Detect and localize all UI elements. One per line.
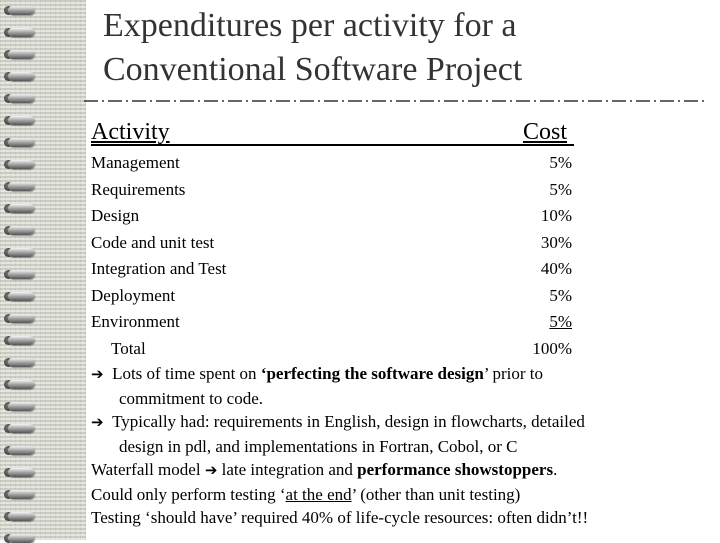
spiral-ring xyxy=(8,468,34,477)
column-header-activity: Activity xyxy=(91,119,170,145)
spiral-ring xyxy=(8,182,34,191)
activity-label: Deployment xyxy=(91,285,176,305)
right-arrow-icon: ➔ xyxy=(91,413,104,431)
spiral-ring xyxy=(8,6,34,15)
underlined-text: at the end xyxy=(285,484,352,504)
cost-value: 10% xyxy=(540,206,572,225)
note-continuation: commitment to code. xyxy=(119,388,263,408)
spiral-ring xyxy=(8,358,34,367)
spiral-ring xyxy=(8,138,34,147)
spiral-ring xyxy=(8,424,34,433)
spiral-ring xyxy=(8,446,34,455)
table-row: Management 5% xyxy=(91,150,591,177)
spiral-ring xyxy=(8,50,34,59)
title-line-1: Expenditures per activity for a xyxy=(103,7,517,44)
note-testing-resources: Testing ‘should have’ required 40% of li… xyxy=(91,508,589,527)
table-row: Requirements 5% xyxy=(91,177,591,204)
cost-value: 5% xyxy=(549,153,572,172)
spiral-ring xyxy=(8,226,34,235)
note-testing-at-end: Could only perform testing ‘at the end’ … xyxy=(91,484,521,504)
activity-label: Management xyxy=(91,153,180,172)
spiral-ring xyxy=(8,380,34,389)
spiral-ring xyxy=(8,116,34,125)
table-row: Design 10% xyxy=(91,203,591,230)
table-row: Environment 5% xyxy=(91,309,591,336)
total-value: 100% xyxy=(532,338,572,358)
cost-value: 5% xyxy=(549,285,572,305)
spiral-ring xyxy=(8,160,34,169)
spiral-ring xyxy=(8,204,34,213)
table-row: Deployment 5% xyxy=(91,283,591,310)
notes-block: ➔ Lots of time spent on ‘perfecting the … xyxy=(91,362,706,530)
spiral-ring xyxy=(8,248,34,257)
table-row: Code and unit test 30% xyxy=(91,230,591,257)
spiral-ring xyxy=(8,292,34,301)
spiral-ring xyxy=(8,72,34,81)
total-row: Total 100% xyxy=(91,336,591,363)
table-row: Integration and Test 40% xyxy=(91,256,591,283)
header-underline xyxy=(91,144,574,146)
spiral-ring xyxy=(8,94,34,103)
emphasis-text: ‘perfecting the software design xyxy=(260,364,484,383)
activity-label: Integration and Test xyxy=(91,259,227,278)
right-arrow-icon: ➔ xyxy=(91,365,104,383)
spiral-ring xyxy=(8,534,34,543)
cost-value: 5% xyxy=(549,179,572,199)
note-typically-had: ➔ Typically had: requirements in English… xyxy=(91,412,585,431)
spiral-ring xyxy=(8,28,34,37)
note-continuation: design in pdl, and implementations in Fo… xyxy=(119,436,518,456)
spiral-ring xyxy=(8,512,34,521)
spiral-ring xyxy=(8,336,34,345)
note-waterfall: Waterfall model ➔ late integration and p… xyxy=(91,460,558,479)
activity-label: Code and unit test xyxy=(91,232,215,252)
activity-label: Environment xyxy=(91,312,180,331)
note-perfecting-design: ➔ Lots of time spent on ‘perfecting the … xyxy=(91,364,543,383)
spiral-ring xyxy=(8,314,34,323)
spiral-ring xyxy=(8,402,34,411)
spiral-ring xyxy=(8,490,34,499)
slide-title: Expenditures per activity for a Conventi… xyxy=(103,4,703,92)
spiral-ring xyxy=(8,270,34,279)
total-label: Total xyxy=(111,338,146,358)
cost-value: 5% xyxy=(549,312,572,331)
title-line-2: Conventional Software Project xyxy=(103,51,523,88)
cost-value: 40% xyxy=(540,259,572,278)
activity-label: Design xyxy=(91,206,140,225)
activity-label: Requirements xyxy=(91,179,186,199)
expenditure-table: Management 5% Requirements 5% Design 10%… xyxy=(91,150,591,362)
emphasis-text: performance showstoppers xyxy=(357,460,554,479)
column-header-cost: Cost xyxy=(523,119,568,145)
cost-value: 30% xyxy=(540,232,572,252)
title-divider xyxy=(84,100,704,102)
right-arrow-icon: ➔ xyxy=(204,461,218,479)
